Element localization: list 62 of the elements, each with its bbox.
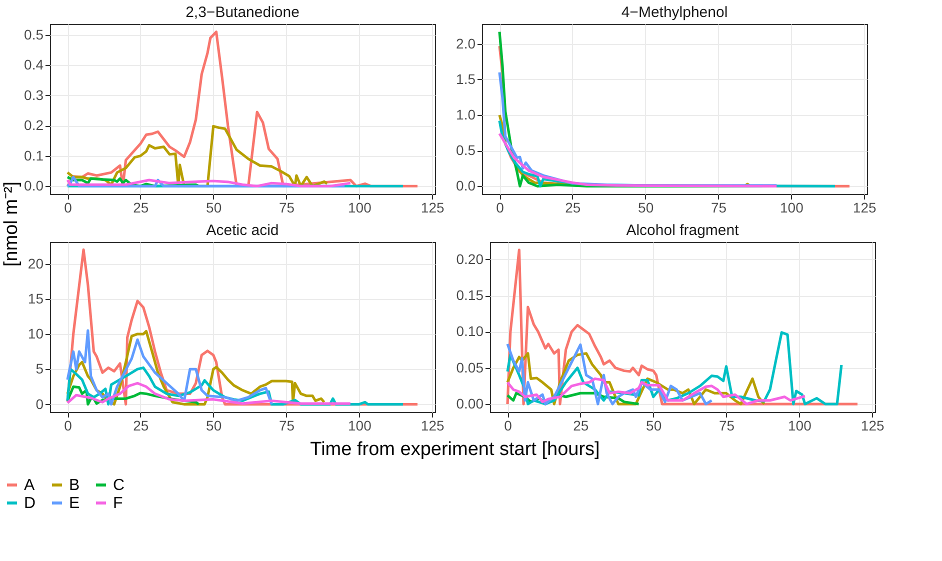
y-tick-label: 0.10 [456, 323, 484, 340]
y-tick-label: 0.1 [24, 147, 44, 164]
legend-label: B [69, 477, 80, 494]
y-tick-label: 0.0 [456, 178, 476, 194]
x-tick-label: 25 [573, 418, 589, 434]
x-axis-title: Time from experiment start [hours] [310, 439, 600, 460]
x-tick-label: 50 [638, 200, 654, 216]
y-tick-label: 0.2 [24, 117, 44, 134]
line-series [506, 377, 806, 406]
x-tick-label: 0 [64, 200, 72, 216]
line-series [498, 132, 778, 188]
line-series [66, 382, 352, 405]
x-tick-label: 75 [710, 200, 727, 216]
x-tick-label: 125 [420, 418, 444, 434]
x-tick-label: 75 [718, 418, 735, 434]
x-tick-label: 25 [133, 418, 149, 434]
x-tick-label: 100 [780, 200, 804, 216]
x-tick-label: 50 [206, 200, 222, 216]
x-tick-label: 100 [348, 200, 372, 216]
legend-label: F [113, 495, 123, 512]
y-tick-label: 5 [36, 360, 44, 377]
chart-title: 2,3−Butanedione [186, 4, 300, 21]
legend-label: A [24, 477, 35, 494]
x-tick-label: 50 [646, 418, 662, 434]
y-tick-label: 10 [28, 326, 44, 342]
x-tick-label: 100 [788, 418, 812, 434]
y-tick-label: 0.0 [24, 178, 44, 194]
chart-title: Alcohol fragment [626, 222, 740, 239]
x-tick-label: 75 [278, 200, 295, 216]
y-tick-label: 0.05 [456, 359, 484, 376]
x-tick-label: 125 [860, 418, 884, 434]
line-series [66, 329, 273, 406]
y-tick-label: 20 [28, 255, 44, 272]
y-tick-label: 0.00 [456, 396, 484, 412]
y-tick-label: 1.0 [456, 106, 476, 123]
y-tick-label: 0.15 [456, 287, 484, 304]
legend-label: D [24, 495, 36, 512]
y-tick-label: 2.0 [456, 35, 476, 52]
y-tick-label: 0 [36, 396, 44, 412]
x-tick-label: 0 [504, 418, 512, 434]
legend-label: E [69, 495, 80, 512]
y-tick-label: 0.4 [24, 56, 44, 73]
x-tick-label: 50 [206, 418, 222, 434]
x-tick-label: 0 [496, 200, 504, 216]
y-tick-label: 1.5 [456, 70, 476, 87]
x-tick-label: 75 [278, 418, 295, 434]
x-tick-label: 25 [133, 200, 149, 216]
y-tick-label: 0.5 [456, 142, 476, 158]
y-tick-label: 0.20 [456, 250, 484, 267]
x-tick-label: 25 [565, 200, 581, 216]
y-tick-label: 15 [28, 290, 44, 306]
x-tick-label: 125 [420, 200, 444, 216]
x-tick-label: 100 [348, 418, 372, 434]
legend-label: C [113, 477, 125, 494]
y-tick-label: 0.3 [24, 86, 44, 103]
chart-title: Acetic acid [206, 222, 279, 239]
x-tick-label: 125 [852, 200, 876, 216]
x-tick-label: 0 [64, 418, 72, 434]
y-tick-label: 0.5 [24, 26, 44, 42]
chart-title: 4−Methylphenol [621, 4, 728, 21]
line-series [66, 178, 352, 188]
y-axis-title: [nmol m⁻²] [1, 181, 22, 267]
